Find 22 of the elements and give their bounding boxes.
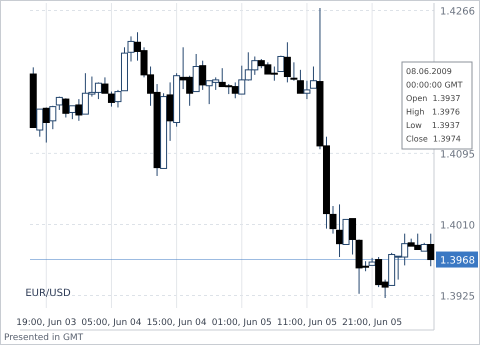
candlestick (68, 105, 76, 120)
y-tick-label: 1.4010 (440, 220, 475, 232)
ref-line-label: 1.3968 (440, 256, 475, 267)
annotation: 00:00:00 GMT (406, 80, 463, 90)
annotation: Low 1.3937 (406, 121, 460, 130)
y-tick-label: 1.4095 (440, 149, 475, 160)
candlestick (36, 108, 44, 138)
x-tick-label: 11:00, Jun 05 (276, 318, 337, 328)
candlestick (277, 55, 284, 72)
annotation: High 1.3976 (406, 108, 460, 116)
annotation: Close 1.3974 (406, 134, 461, 144)
y-tick-label: 1.3925 (440, 291, 475, 302)
x-tick-label: 01:00, Jun 05 (212, 318, 272, 328)
annotation: Open 1.3937 (406, 94, 460, 103)
annotation: 08.06.2009 (406, 67, 452, 76)
x-tick-label: 05:00, Jun 04 (81, 318, 142, 328)
text: Presented in GMT (4, 333, 84, 343)
x-tick-label: 19:00, Jun 03 (16, 318, 76, 328)
y-tick-label: 1.4266 (440, 6, 475, 18)
annotation: EUR/USD (25, 288, 71, 299)
x-tick-label: 21:00, Jun 05 (342, 318, 402, 328)
x-tick-label: 15:00, Jun 04 (146, 318, 207, 328)
